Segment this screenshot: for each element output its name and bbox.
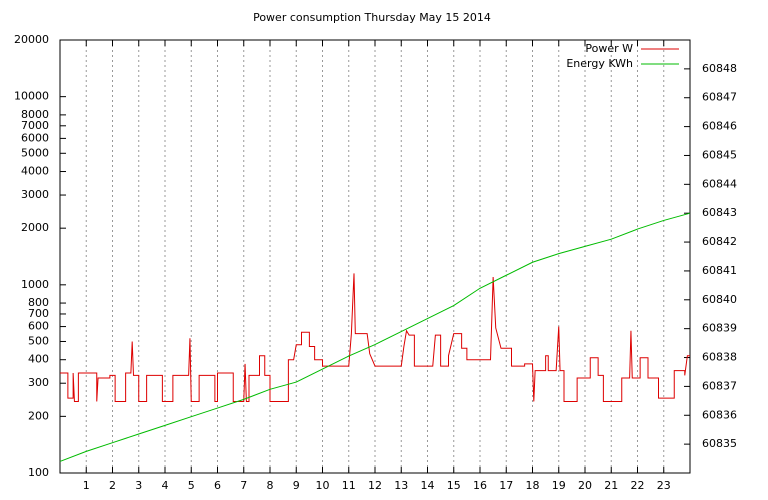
series-line — [59, 212, 691, 462]
y2-tick-label: 60844 — [702, 177, 737, 190]
y-tick-label: 7000 — [21, 119, 49, 132]
y-tick-label: 800 — [28, 296, 49, 309]
y2-tick-label: 60838 — [702, 351, 737, 364]
y2-tick-label: 60847 — [702, 91, 737, 104]
x-tick-label: 8 — [267, 479, 274, 492]
y2-tick-label: 60835 — [702, 437, 737, 450]
x-tick-label: 18 — [526, 479, 540, 492]
y-tick-label: 8000 — [21, 108, 49, 121]
x-tick-label: 7 — [240, 479, 247, 492]
x-tick-label: 15 — [447, 479, 461, 492]
y-tick-label: 5000 — [21, 146, 49, 159]
y2-tick-label: 60840 — [702, 293, 737, 306]
x-tick-label: 14 — [421, 479, 435, 492]
x-tick-label: 9 — [293, 479, 300, 492]
y2-tick-label: 60845 — [702, 148, 737, 161]
y-tick-label: 20000 — [14, 33, 49, 46]
x-tick-label: 10 — [316, 479, 330, 492]
x-tick-label: 22 — [631, 479, 645, 492]
x-tick-label: 21 — [604, 479, 618, 492]
x-tick-label: 13 — [394, 479, 408, 492]
x-tick-label: 4 — [162, 479, 169, 492]
y-tick-label: 100 — [28, 466, 49, 479]
y2-tick-label: 60842 — [702, 235, 737, 248]
x-tick-label: 23 — [657, 479, 671, 492]
x-tick-label: 2 — [109, 479, 116, 492]
x-tick-label: 20 — [578, 479, 592, 492]
y-tick-label: 300 — [28, 376, 49, 389]
y-tick-label: 200 — [28, 409, 49, 422]
x-tick-label: 3 — [135, 479, 142, 492]
x-tick-label: 5 — [188, 479, 195, 492]
x-tick-label: 17 — [499, 479, 513, 492]
y-tick-label: 4000 — [21, 165, 49, 178]
y2-tick-label: 60836 — [702, 408, 737, 421]
y-tick-label: 6000 — [21, 131, 49, 144]
x-tick-label: 1 — [83, 479, 90, 492]
chart-title: Power consumption Thursday May 15 2014 — [253, 11, 491, 24]
y2-tick-label: 60837 — [702, 379, 737, 392]
x-tick-label: 11 — [342, 479, 356, 492]
x-tick-label: 19 — [552, 479, 566, 492]
x-tick-label: 16 — [473, 479, 487, 492]
y2-tick-label: 60841 — [702, 264, 737, 277]
x-tick-label: 12 — [368, 479, 382, 492]
legend-label: Power W — [585, 42, 633, 55]
x-tick-label: 6 — [214, 479, 221, 492]
y-tick-label: 2000 — [21, 221, 49, 234]
y-tick-label: 600 — [28, 320, 49, 333]
y2-tick-label: 60839 — [702, 322, 737, 335]
y-tick-label: 3000 — [21, 188, 49, 201]
y-tick-label: 700 — [28, 307, 49, 320]
y-tick-label: 400 — [28, 353, 49, 366]
y2-tick-label: 60846 — [702, 120, 737, 133]
legend-label: Energy KWh — [566, 57, 633, 70]
y-tick-label: 1000 — [21, 278, 49, 291]
y2-tick-label: 60843 — [702, 206, 737, 219]
series-line — [60, 273, 690, 402]
y2-tick-label: 60848 — [702, 62, 737, 75]
y-tick-label: 500 — [28, 334, 49, 347]
y-tick-label: 10000 — [14, 90, 49, 103]
